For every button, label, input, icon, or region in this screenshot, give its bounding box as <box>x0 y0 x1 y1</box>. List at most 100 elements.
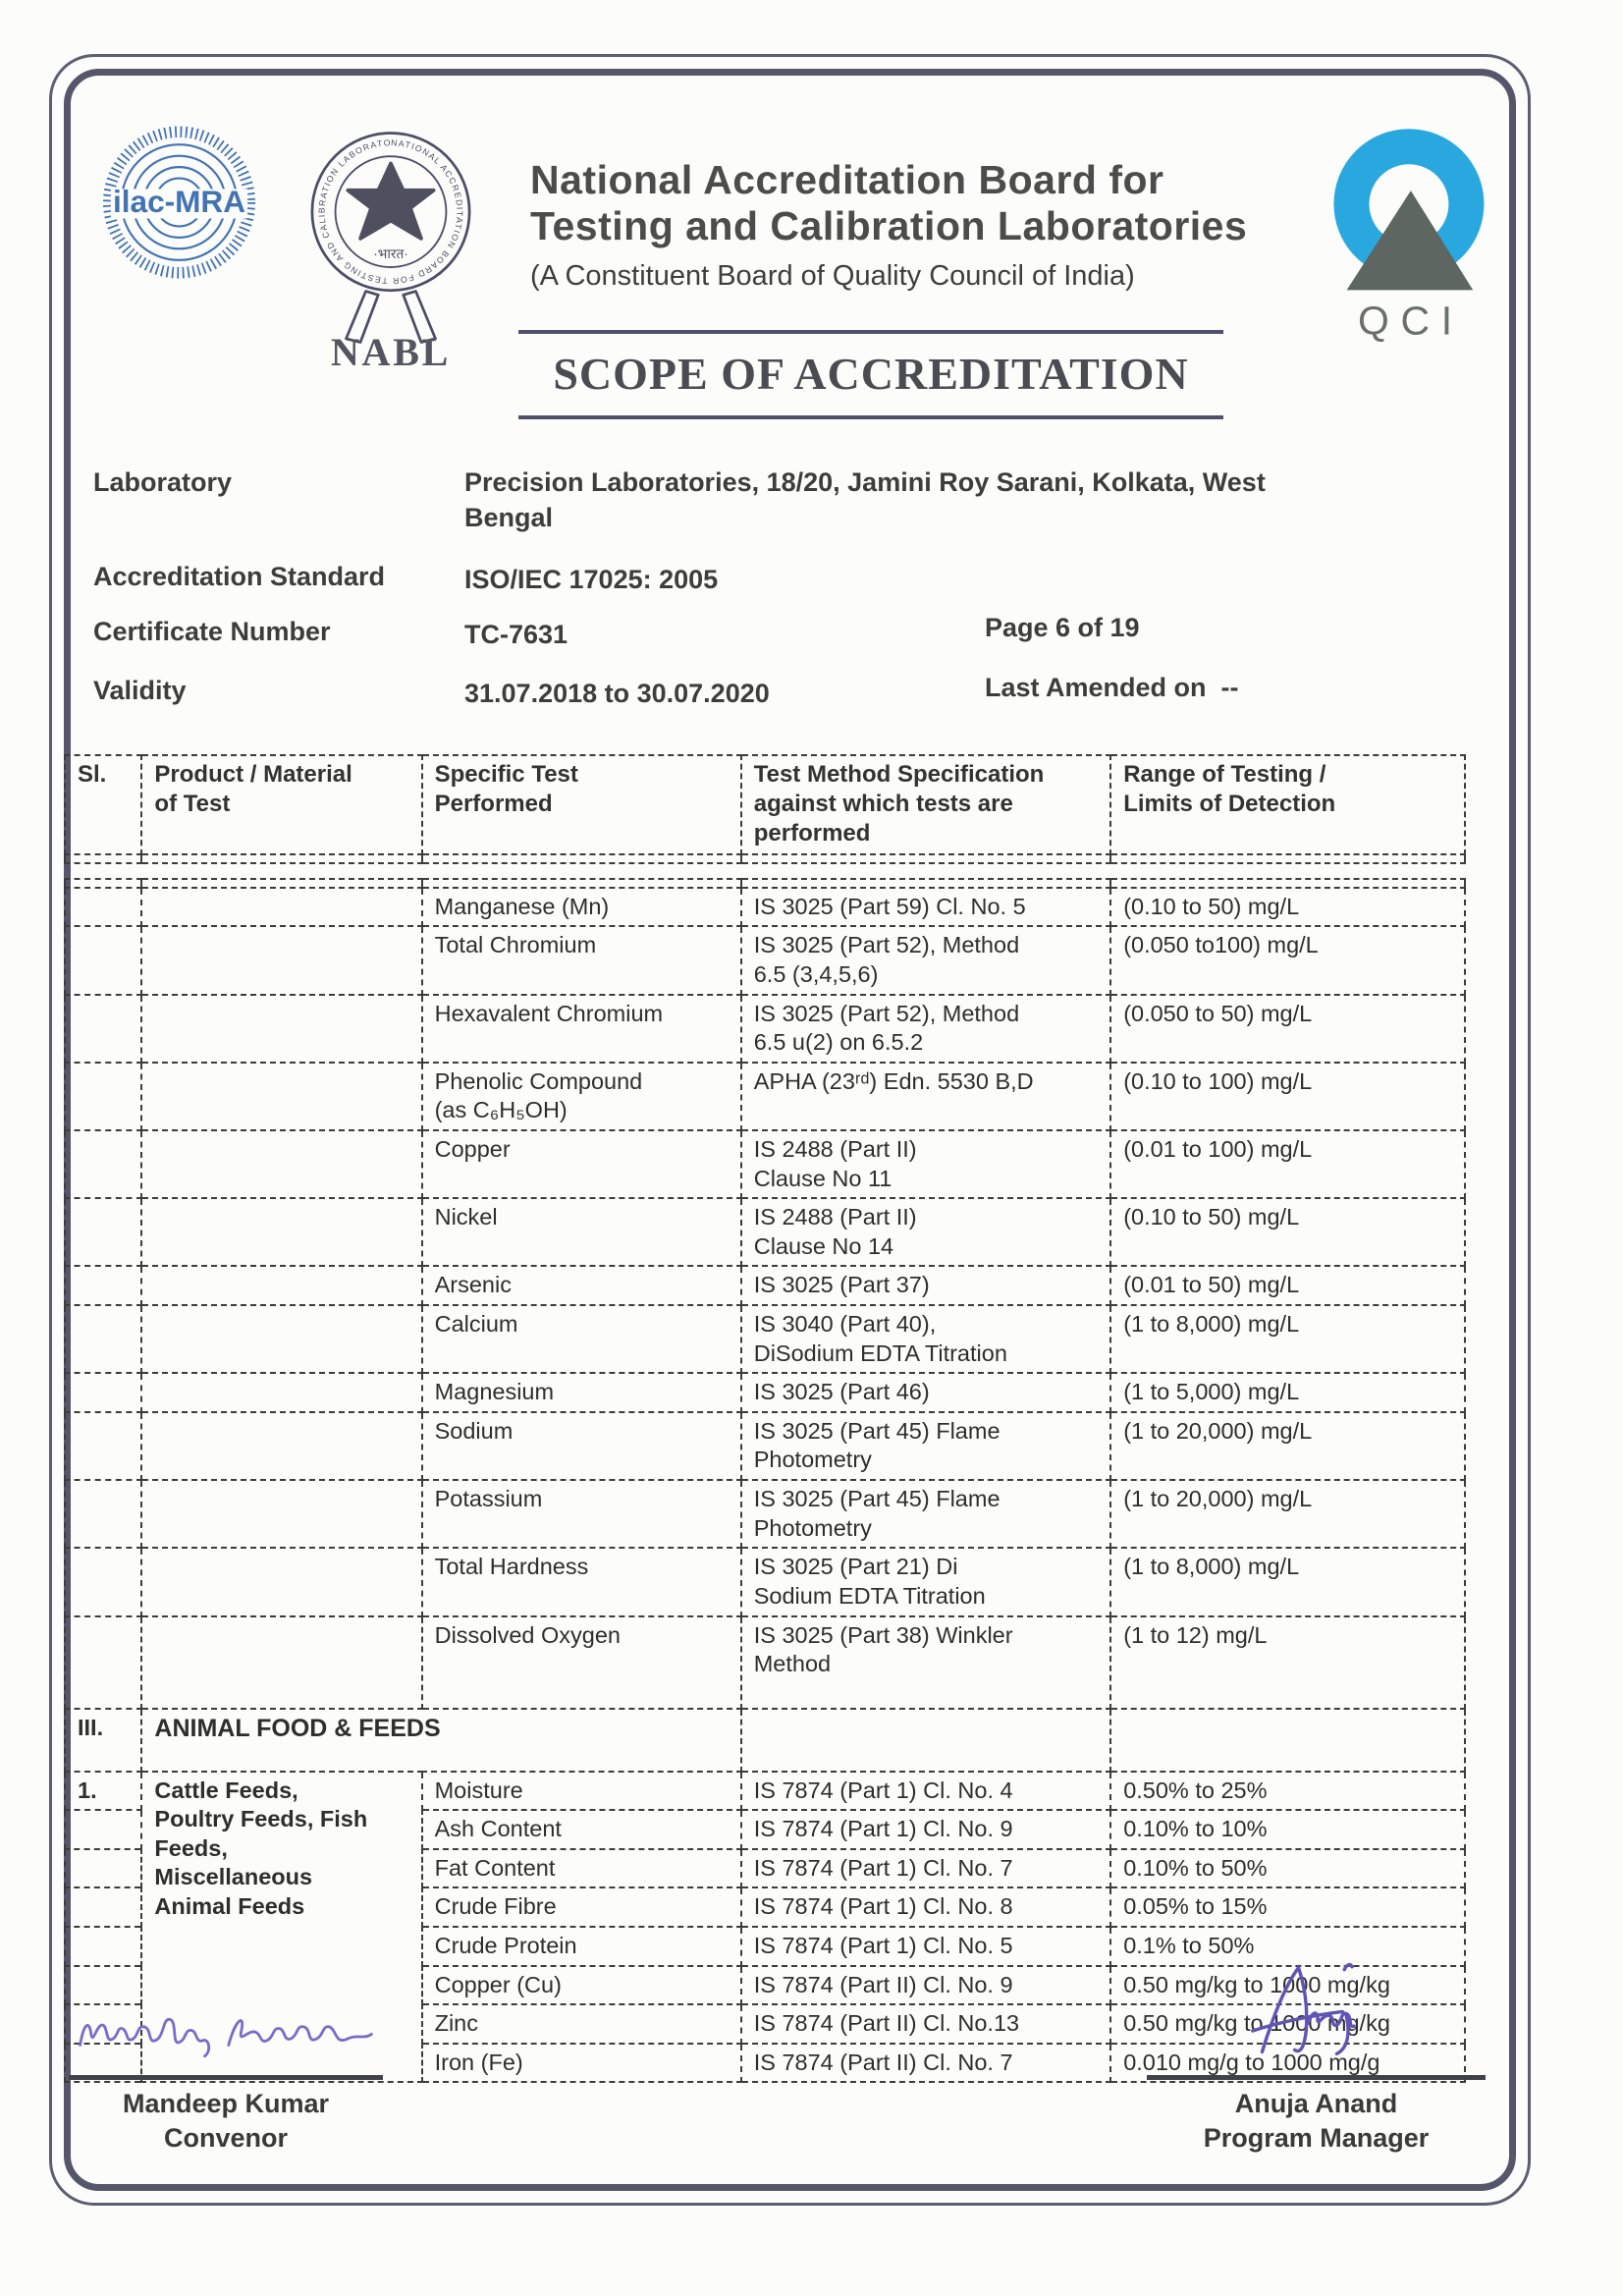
cell-sl <box>63 925 143 996</box>
table-row: Copper (Cu) IS 7874 (Part II) Cl. No. 9 0.… <box>63 1964 1466 2006</box>
cell-method: APHA (23ʳᵈ) Edn. 5530 B,D <box>739 1061 1112 1131</box>
nabl-logo-icon: NATIONAL ACCREDITATION BOARD FOR TESTING… <box>295 100 487 374</box>
cell-range: 0.1% to 50% <box>1109 1925 1466 1967</box>
cell-test: Fat Content <box>420 1847 742 1889</box>
cell-test: Iron (Fe) <box>420 2042 742 2084</box>
table-row: Hexavalent Chromium IS 3025 (Part 52), Me… <box>63 993 1466 1064</box>
spacer-row <box>63 877 1466 889</box>
cell-test: Total Chromium <box>420 925 742 996</box>
table-row: Arsenic IS 3025 (Part 37) (0.01 to 50) mg/… <box>63 1265 1466 1307</box>
cell-product <box>140 1547 423 1617</box>
cell-method: IS 7874 (Part 1) Cl. No. 5 <box>739 1925 1112 1967</box>
spacer-cell <box>63 877 143 889</box>
spacer-cell <box>1109 877 1466 889</box>
spacer-cell <box>1109 852 1466 864</box>
cell-product <box>140 1061 423 1131</box>
cell-method: IS 7874 (Part 1) Cl. No. 9 <box>739 1809 1112 1850</box>
scope-table: Sl. Product / Material of Test Specific … <box>63 754 1466 2084</box>
last-amended: Last Amended on -- <box>985 673 1239 702</box>
cell-range: 0.10% to 50% <box>1109 1847 1466 1889</box>
cell-product <box>140 993 423 1064</box>
spacer-cell <box>739 877 1112 889</box>
scope-table-body: Manganese (Mn) IS 3025 (Part 59) Cl. No. … <box>63 877 1466 2084</box>
spacer-cell <box>420 877 742 889</box>
cell-test: Calcium <box>420 1304 742 1375</box>
col-header-product: Product / Material of Test <box>140 754 423 855</box>
cell-method: IS 3025 (Part 38) Winkler Method <box>739 1614 1112 1710</box>
cell-test: Phenolic Compound (as C₆H₅OH) <box>420 1061 742 1131</box>
ilac-mra-logo-icon: ilac-MRA <box>98 120 260 290</box>
certificate-label: Certificate Number <box>93 617 331 646</box>
col-header-sl: Sl. <box>63 754 143 855</box>
section-row: III. ANIMAL FOOD & FEEDS <box>63 1707 1466 1773</box>
cell-sl <box>63 1847 143 1889</box>
cell-range <box>1109 1707 1466 1773</box>
cell-product <box>140 1304 423 1375</box>
signatory-role: Convenor <box>163 2122 288 2153</box>
cell-test: Nickel <box>420 1197 742 1268</box>
laboratory-value: Precision Laboratories, 18/20, Jamini Ro… <box>464 467 1266 533</box>
cell-method: IS 7874 (Part 1) Cl. No. 7 <box>739 1847 1112 1889</box>
cell-sl <box>63 1886 143 1928</box>
table-row: Calcium IS 3040 (Part 40), DiSodium EDTA … <box>63 1304 1466 1375</box>
spacer-row <box>63 852 1466 864</box>
spacer-cell <box>140 852 423 864</box>
cell-sl <box>63 1128 143 1200</box>
cell-product <box>140 925 423 996</box>
cell-sl <box>63 1372 143 1413</box>
cell-test: Hexavalent Chromium <box>420 993 742 1064</box>
col-header-method: Test Method Specification against which … <box>739 754 1112 855</box>
cell-product <box>140 1614 423 1710</box>
table-row: Total Hardness IS 3025 (Part 21) Di Sodiu… <box>63 1547 1466 1617</box>
nabl-bharat-text: ·भारत· <box>373 246 408 261</box>
cell-range: (1 to 20,000) mg/L <box>1109 1410 1466 1482</box>
cell-sl: III. <box>63 1707 143 1773</box>
scope-table-header: Sl. Product / Material of Test Specific … <box>63 754 1466 864</box>
cell-test: Ash Content <box>420 1809 742 1850</box>
cell-method: IS 7874 (Part II) Cl. No. 7 <box>739 2042 1112 2084</box>
cell-method: IS 7874 (Part II) Cl. No.13 <box>739 2003 1112 2045</box>
table-row: 1. Cattle Feeds, Poultry Feeds, Fish Feed… <box>63 1770 1466 2084</box>
cell-range: 0.05% to 15% <box>1109 1886 1466 1928</box>
table-row: Potassium IS 3025 (Part 45) Flame Photome… <box>63 1479 1466 1550</box>
cell-test: Crude Protein <box>420 1925 742 1967</box>
cell-range: 0.50 mg/kg to 1000 mg/kg <box>1109 1964 1466 2006</box>
cell-range: 0.50% to 25% <box>1109 1770 1466 1812</box>
cell-product <box>140 1410 423 1482</box>
cell-sl <box>63 1547 143 1617</box>
cell-method: IS 2488 (Part II) Clause No 14 <box>739 1197 1112 1268</box>
nabl-label: NABL <box>331 330 451 367</box>
standard-label: Accreditation Standard <box>93 562 386 591</box>
cell-section-title: ANIMAL FOOD & FEEDS <box>140 1707 742 1773</box>
cell-sl <box>63 1304 143 1375</box>
anuja-signature-icon <box>1250 1962 1356 2056</box>
table-row: Ash Content IS 7874 (Part 1) Cl. No. 9 0.1… <box>63 1809 1466 1850</box>
cell-product <box>140 886 423 928</box>
cell-sl: 1. <box>63 1770 143 1812</box>
signature-line <box>1147 2075 1486 2080</box>
cell-range: (0.10 to 100) mg/L <box>1109 1061 1466 1131</box>
cell-test: Zinc <box>420 2003 742 2045</box>
cell-test: Arsenic <box>420 1265 742 1307</box>
signature-line <box>69 2075 383 2080</box>
validity-value: 31.07.2018 to 30.07.2020 <box>464 679 770 708</box>
cell-test: Dissolved Oxygen <box>420 1614 742 1710</box>
cell-method: IS 2488 (Part II) Clause No 11 <box>739 1128 1112 1200</box>
qci-logo-icon: QCI <box>1321 118 1493 349</box>
cell-sl <box>63 1410 143 1482</box>
scope-heading: SCOPE OF ACCREDITATION <box>518 330 1223 419</box>
cell-sl <box>63 1061 143 1131</box>
cell-method: IS 3025 (Part 52), Method 6.5 (3,4,5,6) <box>739 925 1112 996</box>
cell-test: Magnesium <box>420 1372 742 1413</box>
table-row: Manganese (Mn) IS 3025 (Part 59) Cl. No. … <box>63 886 1466 928</box>
certificate-value: TC-7631 <box>464 620 568 649</box>
cell-range: 0.10% to 10% <box>1109 1809 1466 1850</box>
cell-range: (0.01 to 100) mg/L <box>1109 1128 1466 1200</box>
board-subtitle: (A Constituent Board of Quality Council … <box>530 260 1135 293</box>
cell-range: (1 to 5,000) mg/L <box>1109 1372 1466 1413</box>
cell-sl <box>63 1925 143 1967</box>
cell-test: Potassium <box>420 1479 742 1550</box>
cell-sl <box>63 886 143 928</box>
